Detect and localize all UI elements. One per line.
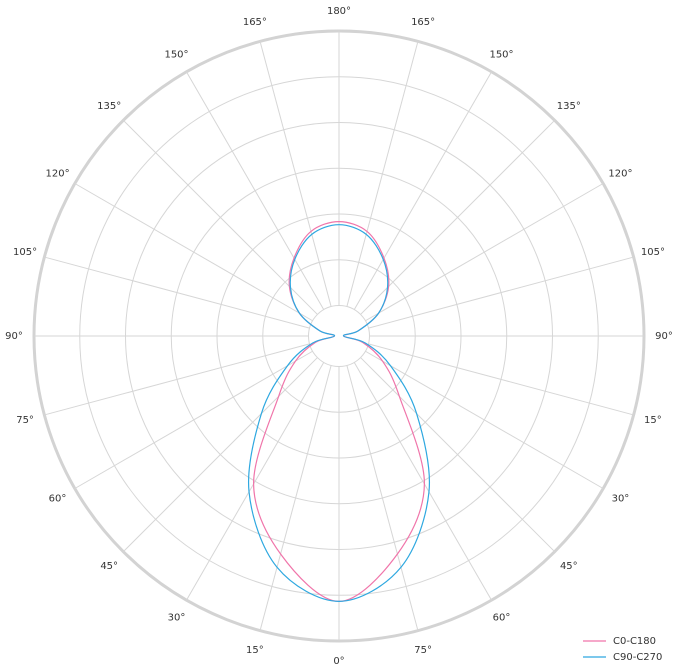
theta-tick-label: 150° [164,50,188,61]
spoke [186,71,325,310]
legend-label: C90-C270 [613,652,662,663]
spoke [353,71,492,310]
theta-tick-label: 60° [493,612,511,623]
grid-ring [308,305,370,367]
spoke [368,343,634,416]
spoke [346,365,419,631]
spoke [360,357,556,553]
spoke [365,183,604,322]
spoke [368,256,634,329]
spoke [259,365,332,631]
theta-tick-label: 120° [608,169,632,180]
spoke [186,362,325,601]
theta-tick-label: 90° [655,331,673,342]
spoke [259,41,332,307]
theta-tick-label: 135° [557,101,581,112]
theta-tick-label: 90° [5,331,23,342]
theta-tick-label: 45° [100,561,118,572]
theta-tick-label: 165° [411,17,435,28]
spoke [122,119,318,315]
theta-tick-label: 75° [16,415,34,426]
series-curve [252,221,426,602]
series-curve [247,224,431,602]
theta-tick-label: 15° [246,645,264,656]
theta-tick-label: 165° [243,17,267,28]
theta-tick-label: 30° [612,494,630,505]
theta-tick-label: 105° [13,247,37,258]
theta-tick-label: 75° [414,645,432,656]
spoke [122,357,318,553]
theta-tick-label: 15° [644,415,662,426]
spoke [360,119,556,315]
spoke [365,350,604,489]
theta-tick-label: 30° [168,612,186,623]
spoke [353,362,492,601]
theta-tick-label: 0° [333,656,344,667]
theta-tick-label: 135° [97,101,121,112]
theta-tick-label: 120° [45,169,69,180]
theta-tick-label: 150° [489,50,513,61]
theta-tick-label: 60° [49,494,67,505]
legend-label: C0-C180 [613,636,656,647]
theta-tick-label: 45° [560,561,578,572]
theta-tick-label: 180° [327,6,351,17]
spoke [74,350,313,489]
spoke [44,343,310,416]
spoke [74,183,313,322]
theta-tick-label: 105° [641,247,665,258]
spoke [346,41,419,307]
spoke [44,256,310,329]
